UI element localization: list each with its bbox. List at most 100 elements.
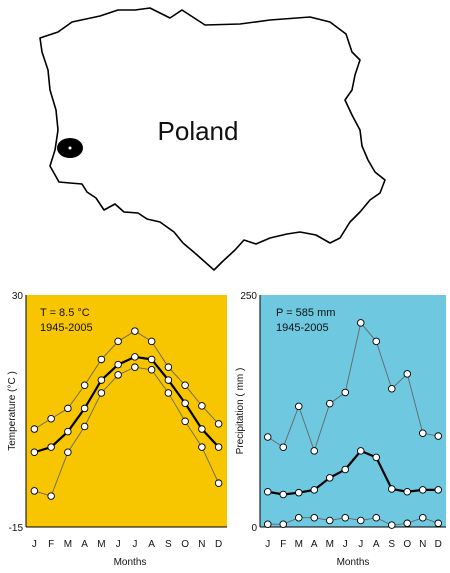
mean-data-point bbox=[114, 360, 122, 369]
plot-area bbox=[260, 295, 446, 527]
max-data-point bbox=[97, 355, 106, 364]
x-tick-label: J bbox=[116, 539, 121, 550]
y-tick-label-bottom: -15 bbox=[9, 523, 24, 534]
mean-data-point bbox=[310, 486, 318, 494]
max-series-line bbox=[267, 321, 439, 453]
y-axis-label: Temperature (°C ) bbox=[7, 371, 18, 451]
min-data-point bbox=[164, 389, 173, 397]
min-data-point bbox=[325, 516, 334, 525]
max-data-point bbox=[310, 447, 318, 455]
country-label: Poland bbox=[158, 116, 239, 146]
precipitation-chart: 250 0 Precipitation ( mm ) Months P = 58… bbox=[232, 280, 450, 573]
max-data-point bbox=[356, 319, 365, 327]
min-data-point bbox=[418, 513, 427, 522]
x-tick-label: M bbox=[326, 539, 334, 550]
max-data-point bbox=[341, 388, 349, 397]
max-data-point bbox=[64, 404, 72, 413]
min-data-point bbox=[403, 519, 411, 528]
max-data-point bbox=[181, 381, 189, 389]
min-data-point bbox=[198, 443, 206, 451]
min-series-line bbox=[34, 366, 220, 497]
max-data-point bbox=[214, 420, 223, 428]
min-data-point bbox=[295, 513, 303, 522]
y-tick-label-top: 250 bbox=[240, 291, 257, 302]
max-data-point bbox=[418, 429, 427, 438]
x-tick-label: M bbox=[97, 539, 105, 550]
max-data-point bbox=[30, 425, 39, 433]
mean-data-point bbox=[356, 447, 365, 455]
mean-data-point bbox=[147, 355, 156, 364]
annotation-period: 1945-2005 bbox=[40, 322, 93, 334]
annotation-total-precipitation: P = 585 mm bbox=[276, 307, 335, 319]
min-data-point bbox=[341, 513, 349, 522]
y-tick-label-top: 30 bbox=[12, 291, 24, 302]
mean-data-point bbox=[387, 485, 396, 493]
x-tick-label: A bbox=[311, 539, 318, 550]
x-axis-label: Months bbox=[337, 557, 370, 568]
poland-outline bbox=[39, 7, 386, 271]
x-tick-label: M bbox=[64, 539, 72, 550]
max-data-point bbox=[279, 443, 288, 451]
x-tick-label: O bbox=[403, 539, 411, 550]
min-data-point bbox=[147, 366, 156, 374]
location-marker-dot bbox=[68, 146, 72, 150]
max-data-point bbox=[131, 327, 139, 335]
x-tick-label: S bbox=[165, 539, 172, 550]
min-data-point bbox=[434, 519, 442, 528]
mean-data-point bbox=[97, 376, 106, 384]
max-data-point bbox=[114, 337, 122, 346]
min-data-point bbox=[387, 521, 396, 529]
max-data-point bbox=[80, 381, 89, 389]
x-tick-label: A bbox=[373, 539, 380, 550]
min-data-point bbox=[97, 389, 106, 397]
min-data-point bbox=[114, 371, 122, 379]
mean-data-point bbox=[131, 353, 139, 361]
max-data-point bbox=[372, 337, 380, 346]
mean-data-point bbox=[372, 453, 380, 462]
mean-data-point bbox=[418, 486, 427, 494]
poland-map: Poland bbox=[0, 0, 450, 280]
min-data-point bbox=[310, 513, 318, 522]
max-data-point bbox=[295, 402, 303, 411]
mean-data-point bbox=[181, 399, 189, 408]
mean-data-point bbox=[30, 448, 39, 456]
max-data-point bbox=[47, 414, 55, 423]
y-tick-label-bottom: 0 bbox=[251, 523, 257, 534]
min-data-point bbox=[356, 516, 365, 525]
x-tick-label: D bbox=[215, 539, 222, 550]
mean-data-point bbox=[325, 474, 334, 482]
x-tick-label: A bbox=[148, 539, 155, 550]
min-data-point bbox=[80, 422, 89, 431]
mean-data-point bbox=[264, 487, 272, 496]
x-tick-label: J bbox=[132, 539, 137, 550]
max-data-point bbox=[403, 370, 411, 378]
min-data-point bbox=[264, 520, 272, 528]
y-axis-label: Precipitation ( mm ) bbox=[235, 368, 246, 455]
mean-data-point bbox=[47, 443, 55, 451]
max-data-point bbox=[147, 337, 156, 346]
mean-data-point bbox=[214, 443, 223, 451]
max-data-point bbox=[264, 433, 272, 441]
mean-data-point bbox=[80, 404, 89, 413]
mean-data-point bbox=[341, 465, 349, 474]
x-tick-label: A bbox=[81, 539, 88, 550]
x-tick-label: S bbox=[388, 539, 395, 550]
max-data-point bbox=[325, 399, 334, 408]
mean-data-point bbox=[198, 425, 206, 433]
mean-data-point bbox=[295, 488, 303, 497]
mean-data-point bbox=[403, 487, 411, 496]
x-tick-label: N bbox=[198, 539, 205, 550]
min-data-point bbox=[47, 492, 55, 500]
x-tick-label: M bbox=[295, 539, 303, 550]
x-tick-label: N bbox=[419, 539, 426, 550]
min-data-point bbox=[279, 520, 288, 528]
mean-data-point bbox=[164, 376, 173, 384]
mean-series-line bbox=[34, 355, 220, 454]
temperature-chart: 30 -15 Temperature (°C ) Months T = 8.5 … bbox=[0, 280, 232, 573]
x-tick-label: J bbox=[32, 539, 37, 550]
min-data-point bbox=[131, 363, 139, 371]
min-data-point bbox=[181, 417, 189, 426]
mean-data-point bbox=[279, 490, 288, 499]
x-tick-label: F bbox=[280, 539, 286, 550]
annotation-period: 1945-2005 bbox=[276, 322, 329, 334]
